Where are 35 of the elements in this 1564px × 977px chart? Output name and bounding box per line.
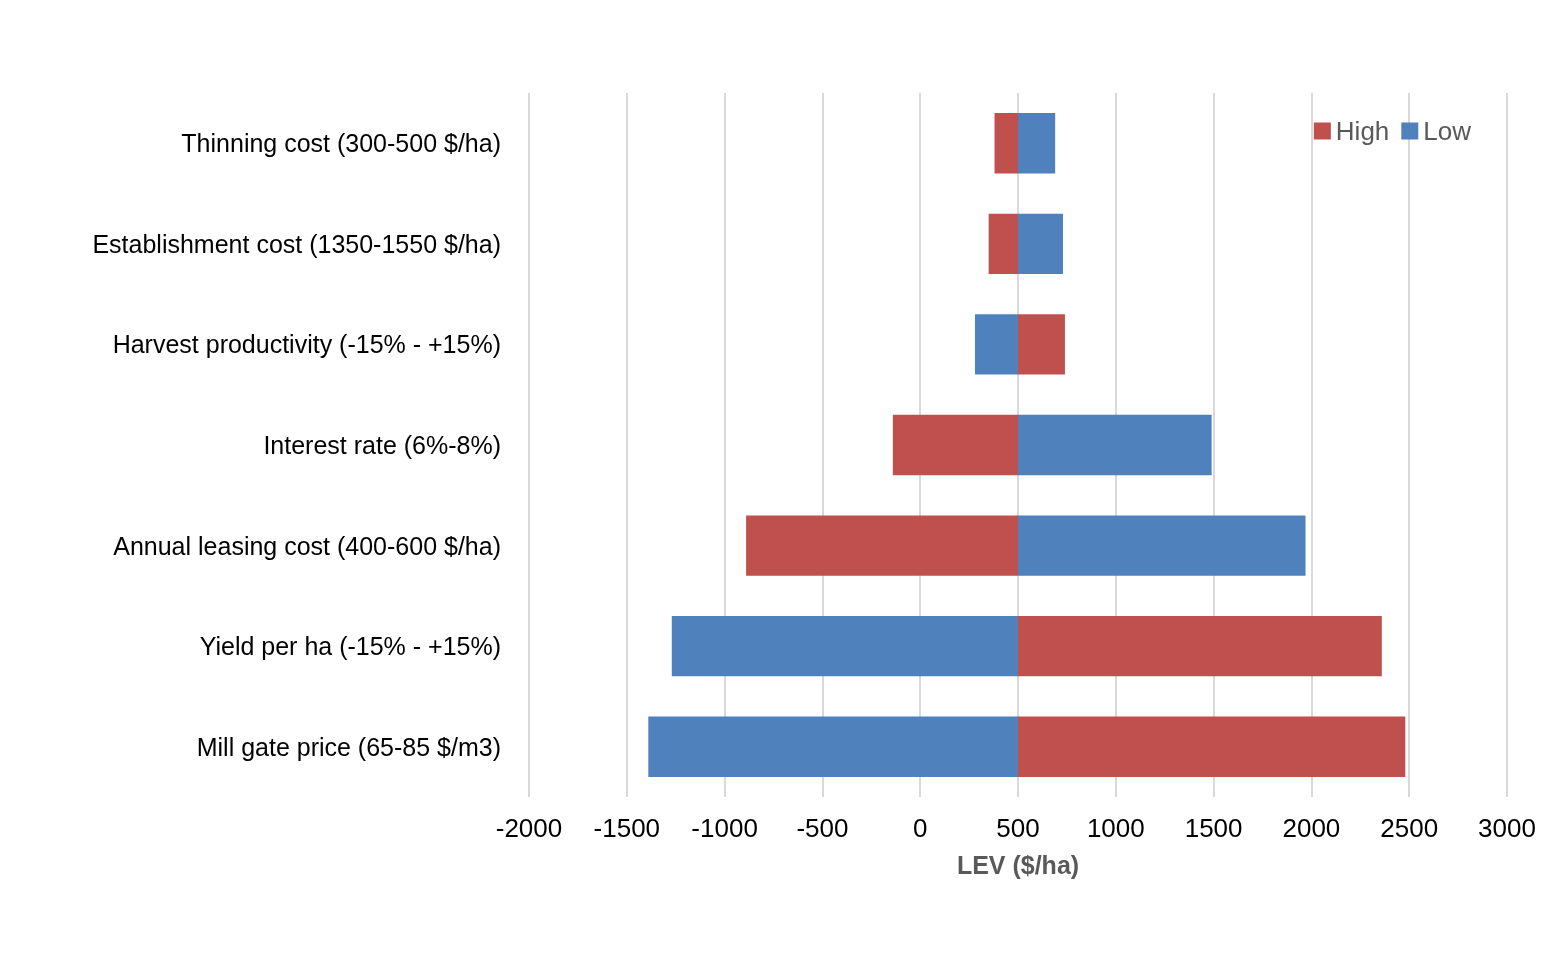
x-tick-label: 2500 (1380, 813, 1439, 843)
x-tick-label: -1500 (593, 813, 661, 843)
x-tick-label: 500 (996, 813, 1040, 843)
y-tick-label: Interest rate (6%-8%) (263, 431, 501, 459)
bar (1018, 213, 1063, 275)
x-axis-title: LEV ($/ha) (956, 850, 1080, 879)
x-tick-label: -2000 (495, 813, 563, 843)
x-tick-label: 1500 (1184, 813, 1243, 843)
x-tick-label: -500 (796, 813, 849, 843)
y-tick-label: Yield per ha (-15% - +15%) (199, 632, 501, 661)
y-tick-label: Harvest productivity (-15% - +15%) (112, 330, 501, 359)
bar (1018, 515, 1306, 576)
bar (1018, 113, 1056, 174)
y-tick-label: Establishment cost (1350-1550 $/ha) (92, 229, 501, 258)
bar (1018, 314, 1065, 375)
bar (892, 414, 1018, 476)
x-tick-label: 2000 (1282, 813, 1341, 843)
bar (746, 515, 1018, 576)
legend-label: High (1335, 116, 1390, 146)
bar (974, 314, 1018, 375)
bar (1018, 414, 1212, 476)
x-tick-label: -1000 (691, 813, 758, 843)
x-tick-label: 0 (912, 813, 928, 843)
bar (1018, 615, 1382, 677)
bar (988, 213, 1018, 275)
x-tick-label: 3000 (1478, 813, 1536, 843)
bar (1018, 716, 1406, 777)
bar (671, 615, 1018, 677)
bar (648, 716, 1018, 777)
bar (994, 113, 1018, 174)
x-tick-label: 1000 (1086, 813, 1145, 843)
y-tick-label: Annual leasing cost (400-600 $/ha) (113, 531, 501, 560)
y-tick-label: Thinning cost (300-500 $/ha) (181, 129, 501, 158)
legend-label: Low (1423, 116, 1472, 146)
y-tick-label: Mill gate price (65-85 $/m3) (196, 732, 501, 761)
